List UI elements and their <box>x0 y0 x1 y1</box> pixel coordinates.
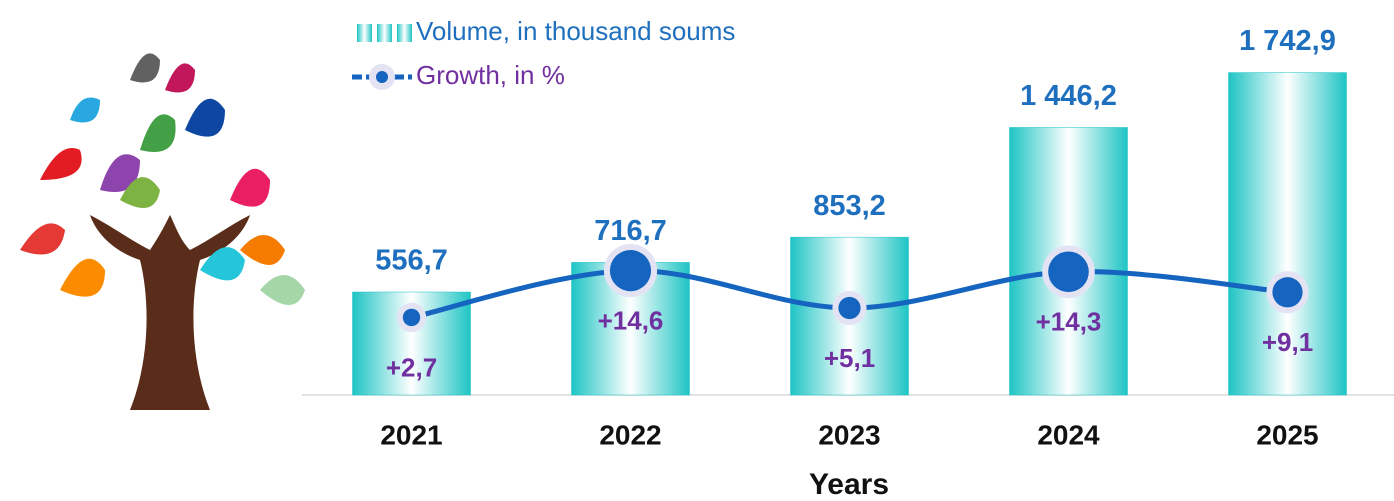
x-tick-label: 2024 <box>1037 419 1100 450</box>
legend-swatch <box>357 24 372 42</box>
bar-value-label: 556,7 <box>375 245 448 277</box>
x-tick-label: 2025 <box>1256 419 1318 450</box>
growth-marker <box>609 250 652 292</box>
x-tick-label: 2022 <box>599 419 661 450</box>
tree-illustration <box>20 53 305 410</box>
growth-value-label: +14,6 <box>598 305 664 335</box>
growth-value-label: +9,1 <box>1262 327 1313 357</box>
bar <box>1228 72 1347 396</box>
x-tick-label: 2023 <box>818 419 880 450</box>
legend-swatch <box>397 24 412 42</box>
growth-marker <box>1272 277 1303 308</box>
growth-marker <box>838 296 861 320</box>
growth-marker <box>402 308 421 327</box>
legend-label: Growth, in % <box>416 60 565 90</box>
x-tick-label: 2021 <box>380 419 442 450</box>
legend-swatch-marker <box>376 71 388 83</box>
bar-value-label: 1 446,2 <box>1020 80 1117 112</box>
growth-value-label: +5,1 <box>824 343 875 373</box>
legend-swatch <box>377 24 392 42</box>
growth-value-label: +2,7 <box>386 352 437 382</box>
x-axis-title: Years <box>809 468 889 501</box>
growth-value-label: +14,3 <box>1036 307 1102 337</box>
bar-value-label: 716,7 <box>594 215 667 247</box>
legend-label: Volume, in thousand soums <box>416 16 735 46</box>
bar-value-label: 1 742,9 <box>1239 25 1336 57</box>
bar-value-label: 853,2 <box>813 190 886 222</box>
growth-marker <box>1048 251 1089 293</box>
